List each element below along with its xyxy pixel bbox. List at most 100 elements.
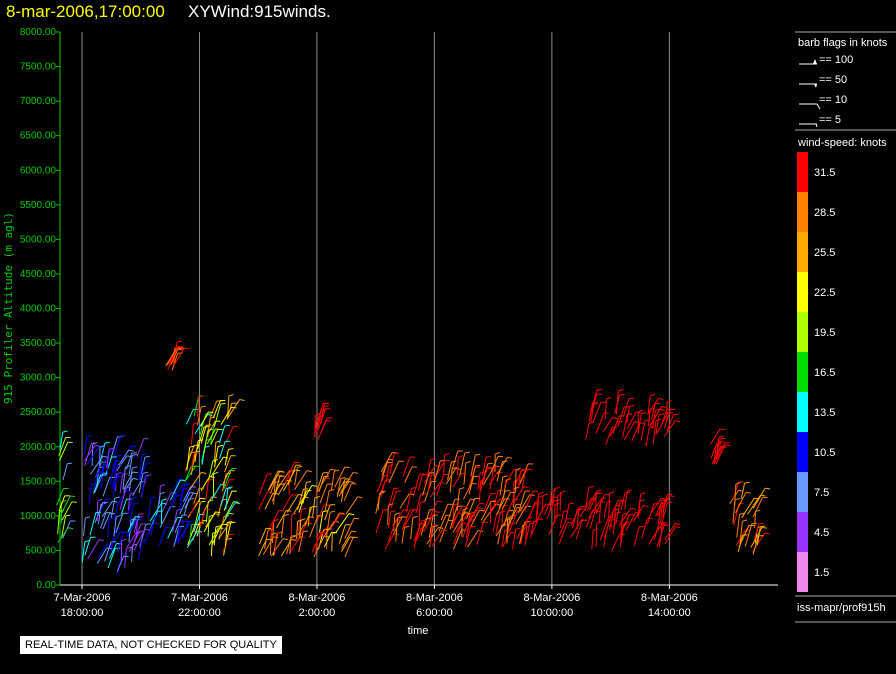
wind-barb (312, 497, 316, 517)
wind-barb-flag (430, 458, 436, 461)
wind-barb (83, 518, 86, 536)
wind-barb-flag (502, 475, 508, 478)
wind-barb-flag (195, 465, 201, 468)
wind-barb-flag (479, 509, 485, 512)
wind-barb (661, 502, 668, 524)
wind-barb (200, 425, 207, 444)
wind-barb (200, 411, 209, 427)
wind-barb (652, 410, 656, 429)
wind-barb (653, 522, 660, 540)
wind-barb (477, 472, 481, 490)
wind-barb (430, 482, 441, 498)
wind-barb (334, 466, 346, 488)
wind-barb (514, 469, 523, 486)
wind-barb-flag (434, 511, 440, 513)
wind-barb (96, 547, 108, 564)
wind-barb-flag (116, 514, 122, 518)
wind-barb-flag (228, 512, 234, 515)
wind-barb (546, 500, 555, 519)
wind-barb-flag (226, 472, 232, 475)
wind-barb-flag (122, 473, 128, 476)
wind-barb-flag (215, 511, 221, 514)
wind-barb-flag (515, 527, 521, 530)
wind-barb (208, 527, 219, 546)
wind-barb (737, 535, 744, 552)
wind-barb-flag (116, 472, 122, 475)
wind-barb-flag (675, 420, 681, 423)
wind-barb-flag (643, 505, 649, 507)
wind-barb (461, 499, 471, 518)
wind-barb (213, 527, 217, 546)
wind-barb-flag (306, 522, 313, 525)
wind-barb (493, 490, 499, 508)
wind-barb (224, 455, 232, 473)
wind-barb-flag (473, 475, 479, 478)
wind-barb (747, 494, 762, 515)
wind-barb (227, 399, 241, 419)
wind-barb-flag (622, 512, 628, 516)
wind-barb (139, 462, 147, 480)
wind-barb (620, 514, 623, 539)
wind-barb (304, 506, 313, 527)
wind-barb-flag (742, 519, 748, 522)
wind-barb-flag (176, 508, 183, 511)
wind-barb-flag (86, 435, 92, 438)
wind-barb (270, 538, 284, 557)
wind-barb (61, 515, 67, 539)
wind-barb-flag (279, 475, 285, 478)
wind-barb-flag (323, 405, 330, 408)
wind-barb (384, 533, 395, 550)
wind-barb-flag (718, 440, 724, 443)
speed-color-swatch (797, 552, 808, 592)
wind-barb-flag (230, 521, 236, 524)
wind-barb (420, 518, 427, 536)
wind-barb (440, 504, 449, 521)
wind-barb (270, 520, 275, 537)
wind-barb (127, 497, 133, 515)
wind-barb (316, 472, 324, 493)
wind-barb (608, 493, 611, 518)
wind-barb-flag (97, 498, 103, 502)
wind-barb-flag (529, 522, 535, 525)
wind-barb (289, 537, 292, 554)
wind-barb (495, 517, 509, 537)
wind-barb-flag (195, 450, 201, 453)
wind-barb (168, 494, 178, 512)
wind-barb (559, 511, 565, 529)
wind-barb (206, 428, 216, 445)
wind-barb-flag (116, 454, 122, 457)
wind-barb (576, 509, 580, 530)
wind-barb-flag (629, 404, 635, 407)
wind-barb (282, 494, 292, 511)
wind-barb-flag (115, 527, 121, 530)
wind-barb-flag (664, 498, 670, 502)
wind-barb (281, 515, 285, 538)
wind-barb-flag (141, 453, 147, 456)
wind-barb-flag (126, 546, 132, 549)
wind-barb (319, 511, 324, 533)
wind-barb (503, 469, 515, 487)
barb-pennant-mark (814, 84, 817, 88)
wind-barb (59, 432, 64, 450)
wind-barb-flag (659, 408, 666, 411)
wind-barb (564, 503, 570, 523)
wind-barb-flag (593, 403, 599, 405)
wind-barb (598, 499, 602, 524)
x-tick-label-date: 8-Mar-2006 (406, 592, 463, 604)
wind-barb (100, 465, 105, 490)
wind-barb (184, 466, 192, 482)
wind-barb-flag (132, 453, 138, 456)
wind-barb-flag (121, 538, 127, 542)
wind-barb-flag (217, 444, 224, 447)
wind-barb-flag (666, 400, 672, 403)
x-tick-label-date: 7-Mar-2006 (171, 592, 228, 604)
y-tick-label: 1500.00 (20, 476, 57, 487)
wind-barb (637, 413, 642, 435)
wind-barb-flag (591, 497, 597, 500)
wind-barb (617, 406, 625, 427)
speed-color-swatch (797, 512, 808, 552)
wind-barb-flag (208, 478, 214, 481)
wind-barb-flag (464, 451, 470, 454)
wind-barb (341, 482, 345, 502)
wind-barb (449, 468, 453, 493)
